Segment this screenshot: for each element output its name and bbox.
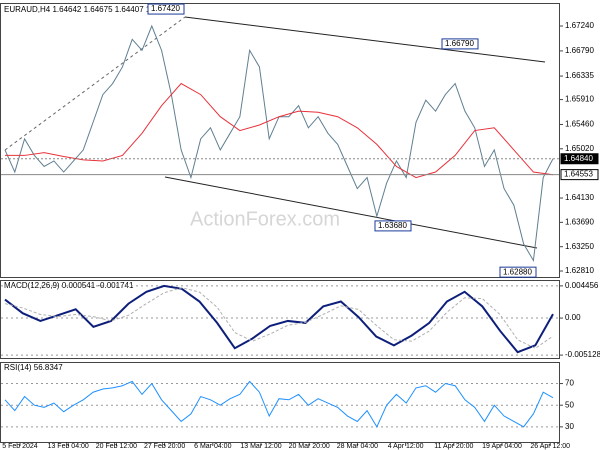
price-box: [560, 153, 599, 165]
annotation-label: 1.66790: [445, 39, 474, 48]
price-label: 1.64553: [564, 170, 593, 179]
macd-title: MACD(12,26,9) 0.000541 -0.001741: [4, 281, 134, 290]
annotation-label: 1.62880: [503, 267, 532, 276]
y-tick-label: 1.66790: [565, 46, 594, 55]
annotation-box: [499, 266, 537, 278]
annotation-box: [441, 38, 479, 50]
series-line: [5, 82, 554, 179]
x-tick-label: 13 Mar 12:00: [240, 443, 281, 450]
x-tick-label: 11 Apr 20:00: [434, 443, 473, 450]
x-tick-label: 27 Feb 20:00: [144, 443, 185, 450]
x-tick-label: 19 Apr 04:00: [482, 443, 522, 450]
y-tick-label: 1.67240: [565, 21, 594, 30]
watermark: ActionForex.com: [190, 208, 340, 230]
price-box: [560, 169, 599, 181]
price-label: 1.64840: [564, 154, 593, 163]
annotation-box: [147, 3, 185, 15]
channel-upper: [184, 16, 546, 63]
x-tick-label: 4 Apr 12:00: [388, 443, 424, 450]
y-tick-label: 1.63690: [565, 217, 594, 226]
y-tick-label: 0.004456: [565, 281, 599, 290]
y-tick-label: -0.005128: [565, 350, 600, 359]
y-tick-label: 30: [565, 422, 574, 431]
series-line: [4, 380, 554, 428]
y-tick-label: 0.00: [565, 313, 581, 322]
y-tick-label: 1.65460: [565, 120, 594, 129]
series-line: [4, 284, 554, 354]
price-panel: [0, 3, 560, 278]
rsi-panel: [0, 362, 560, 443]
y-tick-label: 1.63250: [565, 242, 594, 251]
x-tick-label: 6 Mar 04:00: [194, 443, 231, 450]
y-tick-label: 70: [565, 379, 574, 388]
y-tick-label: 1.65020: [565, 144, 594, 153]
x-tick-label: 5 Feb 2024: [2, 443, 38, 450]
x-tick-label: 20 Feb 12:00: [96, 443, 137, 450]
x-tick-label: 13 Feb 04:00: [48, 443, 89, 450]
y-tick-label: 1.66335: [565, 71, 594, 80]
x-tick-label: 28 Mar 04:00: [337, 443, 378, 450]
chart-title: EURAUD,H4 1.64642 1.64675 1.64407 1.6455…: [4, 5, 175, 14]
y-tick-label: 1.62810: [565, 266, 594, 275]
x-tick-label: 26 Apr 12:00: [530, 443, 570, 450]
trend-dashed: [4, 16, 186, 151]
annotation-label: 1.67420: [151, 4, 180, 13]
channel-lower: [164, 176, 538, 249]
series-line: [4, 287, 554, 349]
annotation-label: 1.63680: [378, 221, 407, 230]
y-tick-label: 50: [565, 400, 574, 409]
y-tick-label: 1.64130: [565, 193, 594, 202]
rsi-title: RSI(14) 56.8347: [4, 363, 63, 372]
y-tick-label: 1.65910: [565, 95, 594, 104]
annotation-box: [374, 220, 412, 232]
x-tick-label: 20 Mar 20:00: [289, 443, 330, 450]
macd-panel: [0, 280, 560, 359]
